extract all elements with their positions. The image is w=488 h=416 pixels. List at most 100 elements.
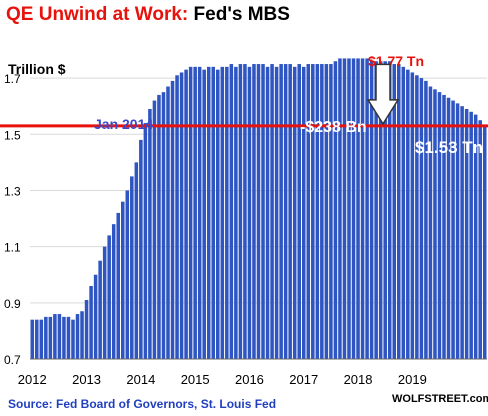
bar	[179, 72, 184, 360]
bar	[369, 61, 374, 360]
brand-logo: WOLFSTREET.com	[392, 393, 488, 405]
bar	[35, 319, 39, 359]
title-part-black: Fed's MBS	[193, 4, 290, 25]
bar	[252, 64, 256, 359]
bar	[387, 61, 392, 360]
bar	[202, 69, 206, 359]
bar	[44, 316, 48, 359]
bar	[274, 66, 279, 359]
bar	[170, 80, 175, 360]
bar	[301, 66, 306, 359]
bar	[143, 123, 148, 359]
bar	[378, 61, 383, 360]
bar	[125, 190, 130, 359]
x-tick-label: 2014	[126, 372, 155, 387]
reference-label: Jan 2014	[94, 116, 153, 132]
bar	[57, 314, 62, 359]
bar	[270, 64, 274, 359]
bar	[243, 64, 247, 359]
bar	[428, 86, 433, 359]
source-note: Source: Fed Board of Governors, St. Loui…	[8, 397, 277, 411]
bar	[30, 319, 35, 359]
bar	[401, 66, 406, 359]
bar	[460, 106, 464, 359]
bar	[130, 176, 134, 359]
bar	[84, 300, 89, 359]
bar	[433, 89, 437, 359]
bar	[211, 66, 216, 359]
bar	[216, 69, 220, 359]
bar	[451, 100, 455, 360]
bar	[383, 61, 387, 360]
bar	[311, 64, 315, 359]
bar	[279, 64, 283, 359]
bar	[93, 274, 98, 359]
bar	[338, 58, 342, 359]
bar	[333, 61, 338, 360]
bar	[116, 212, 120, 359]
bar	[455, 103, 460, 359]
bar	[464, 108, 469, 359]
bar	[437, 92, 442, 360]
bar	[478, 120, 482, 360]
current-value-label: $1.53 Tn	[415, 138, 483, 157]
bar	[288, 64, 292, 359]
bar	[374, 61, 378, 360]
bar	[102, 246, 107, 359]
bar	[229, 64, 234, 359]
y-tick-label: 0.9	[4, 297, 21, 311]
bar	[197, 66, 202, 359]
bar	[238, 64, 243, 359]
bar	[360, 58, 365, 359]
bar	[152, 100, 157, 360]
bar	[469, 111, 473, 359]
x-tick-label: 2019	[398, 372, 427, 387]
bar	[265, 66, 270, 359]
bar	[66, 316, 71, 359]
bar	[347, 58, 351, 359]
bar	[406, 69, 410, 359]
x-tick-label: 2017	[289, 372, 318, 387]
bar	[48, 316, 53, 359]
bar	[342, 58, 347, 359]
bar	[184, 69, 188, 359]
bar	[175, 75, 179, 360]
y-tick-label: 0.7	[4, 353, 21, 367]
bar	[234, 66, 238, 359]
bar	[111, 224, 116, 359]
bar	[365, 58, 369, 359]
bar	[206, 66, 211, 359]
y-tick-label: 1.5	[4, 128, 21, 142]
bar	[166, 86, 170, 359]
bar	[473, 114, 478, 359]
bar	[410, 72, 415, 360]
bar	[292, 66, 297, 359]
bar	[356, 58, 360, 359]
bar	[415, 75, 419, 360]
bar	[442, 94, 446, 359]
chart-title: QE Unwind at Work: Fed's MBS	[6, 4, 290, 26]
bar	[157, 94, 161, 359]
drop-label: -$238 Bn	[300, 119, 367, 136]
x-tick-label: 2013	[72, 372, 101, 387]
bar	[397, 64, 401, 359]
bar	[98, 260, 102, 359]
y-tick-label: 1.3	[4, 184, 21, 198]
bar	[324, 64, 329, 359]
bar	[315, 64, 320, 359]
bar	[320, 64, 324, 359]
bar	[39, 319, 44, 359]
bar	[120, 201, 125, 359]
bar	[62, 316, 66, 359]
bar	[71, 319, 75, 359]
bar	[75, 314, 80, 359]
bar	[283, 64, 288, 359]
x-tick-label: 2012	[18, 372, 47, 387]
down-arrow-icon	[366, 63, 400, 126]
bar	[139, 139, 143, 359]
bar	[188, 66, 193, 359]
title-part-red: QE Unwind at Work:	[6, 4, 189, 25]
bar	[297, 64, 301, 359]
bar	[220, 66, 225, 359]
bar	[247, 66, 252, 359]
